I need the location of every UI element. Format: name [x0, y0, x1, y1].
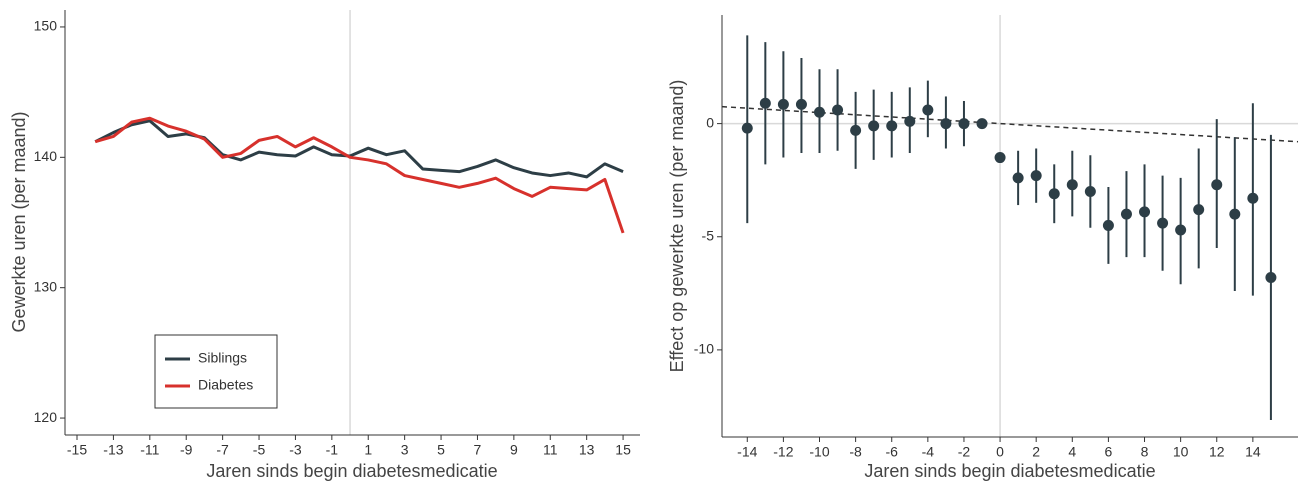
- y-tick-label: -10: [694, 341, 714, 357]
- line: [94, 116, 625, 234]
- x-tick-label: -9: [180, 442, 193, 458]
- trend-line: [721, 105, 1299, 143]
- point: [1012, 172, 1024, 184]
- point: [1211, 179, 1223, 191]
- y-tick-label: 130: [34, 278, 58, 294]
- x-tick-label: 5: [437, 442, 445, 458]
- point: [1175, 224, 1187, 236]
- x-tick-label: 9: [510, 442, 518, 458]
- x-tick-label: -4: [922, 444, 935, 460]
- line: [94, 119, 624, 179]
- legend-label: Siblings: [198, 350, 247, 366]
- point: [886, 120, 898, 132]
- y-tick-label: 0: [706, 114, 714, 130]
- x-tick-label: 8: [1141, 444, 1149, 460]
- point: [759, 97, 771, 109]
- x-tick-label: -7: [216, 442, 229, 458]
- x-tick-label: -2: [958, 444, 971, 460]
- point: [904, 115, 916, 127]
- x-tick-label: -13: [103, 442, 123, 458]
- point: [795, 98, 807, 110]
- point: [1066, 179, 1078, 191]
- point: [777, 98, 789, 110]
- x-tick-label: 14: [1245, 444, 1261, 460]
- x-tick-label: 3: [401, 442, 409, 458]
- point: [741, 122, 753, 134]
- point: [1157, 217, 1169, 229]
- x-tick-label: 7: [474, 442, 482, 458]
- x-tick-label: 10: [1173, 444, 1189, 460]
- x-tick-label: -11: [140, 442, 159, 458]
- legend-label: Diabetes: [198, 377, 253, 393]
- point: [832, 104, 844, 116]
- x-tick-label: -6: [886, 444, 899, 460]
- point: [1048, 188, 1060, 200]
- y-axis-title: Effect op gewerkte uren (per maand): [667, 80, 687, 373]
- x-tick-label: -14: [737, 444, 757, 460]
- x-tick-label: 11: [543, 442, 558, 458]
- x-tick-label: 6: [1105, 444, 1113, 460]
- point: [1247, 192, 1259, 204]
- point: [1265, 271, 1277, 283]
- point: [976, 118, 988, 130]
- point: [850, 124, 862, 136]
- point: [1030, 170, 1042, 182]
- x-tick-label: 13: [579, 442, 595, 458]
- point: [1193, 204, 1205, 216]
- x-tick-label: -5: [253, 442, 266, 458]
- x-tick-label: 15: [615, 442, 631, 458]
- y-tick-label: 140: [34, 148, 58, 164]
- x-axis-title: Jaren sinds begin diabetesmedicatie: [206, 461, 497, 481]
- x-tick-label: -10: [809, 444, 829, 460]
- x-tick-label: 4: [1068, 444, 1076, 460]
- point: [868, 120, 880, 132]
- point: [1229, 208, 1241, 220]
- point: [814, 106, 826, 118]
- y-tick-label: -5: [702, 227, 715, 243]
- x-tick-label: 12: [1209, 444, 1225, 460]
- x-tick-label: 2: [1032, 444, 1040, 460]
- x-tick-label: -1: [326, 442, 339, 458]
- point: [1084, 185, 1096, 197]
- point: [1102, 219, 1114, 231]
- point: [994, 152, 1006, 164]
- x-tick-label: 0: [996, 444, 1004, 460]
- y-axis-title: Gewerkte uren (per maand): [9, 111, 29, 332]
- point: [922, 104, 934, 116]
- point: [1139, 206, 1151, 218]
- x-axis-title: Jaren sinds begin diabetesmedicatie: [864, 461, 1155, 481]
- x-tick-label: -15: [67, 442, 87, 458]
- y-tick-label: 150: [34, 18, 58, 34]
- legend-box: [154, 334, 278, 409]
- point: [940, 118, 952, 130]
- x-tick-label: -3: [289, 442, 302, 458]
- y-tick-label: 120: [34, 409, 58, 425]
- point: [1120, 208, 1132, 220]
- point: [958, 118, 970, 130]
- x-tick-label: -12: [773, 444, 793, 460]
- x-tick-label: -8: [849, 444, 862, 460]
- x-tick-label: 1: [364, 442, 372, 458]
